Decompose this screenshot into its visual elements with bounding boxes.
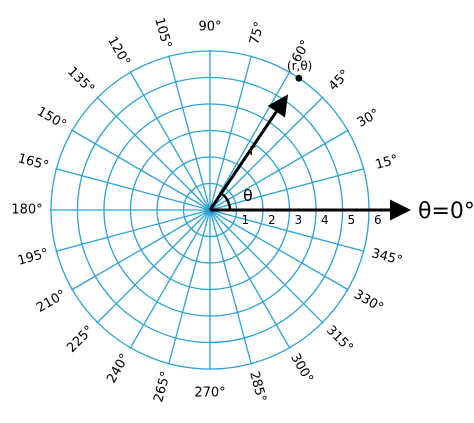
- angle-label: 345°: [370, 246, 404, 269]
- grid-spoke: [71, 129, 211, 211]
- angle-label: 180°: [11, 203, 42, 218]
- grid-spoke: [55, 209, 211, 253]
- angle-label: 15°: [374, 152, 400, 172]
- grid-spoke: [209, 209, 324, 324]
- grid-spoke: [96, 209, 211, 324]
- axes: [208, 74, 411, 221]
- angle-label: 105°: [151, 16, 174, 50]
- angle-label: 270°: [194, 386, 225, 401]
- ring-value-label: 4: [321, 213, 329, 227]
- ring-value-label: 3: [295, 213, 303, 227]
- angle-label: 135°: [64, 64, 97, 97]
- angle-label: 315°: [323, 323, 356, 356]
- grid-spoke: [209, 209, 365, 253]
- angle-label: 265°: [151, 370, 174, 404]
- angle-label: 120°: [104, 34, 133, 69]
- ring-value-label: 5: [348, 213, 356, 227]
- axis-label: θ=0°: [418, 199, 474, 224]
- ring-value-label: 1: [242, 213, 250, 227]
- angle-label: 195°: [16, 246, 50, 269]
- grid-spoke: [209, 167, 365, 211]
- radius-vector-arrow: [208, 94, 289, 211]
- grid-spoke: [96, 96, 211, 211]
- grid-spoke: [129, 71, 211, 211]
- grid-spoke: [209, 55, 253, 211]
- angle-label: 75°: [247, 20, 267, 46]
- angle-label: 90°: [198, 20, 221, 35]
- angle-arc: [220, 192, 232, 211]
- angle-label: 30°: [355, 106, 382, 131]
- ring-value-label: 2: [268, 213, 276, 227]
- radius-label: r: [249, 140, 256, 159]
- angle-label: 210°: [34, 287, 69, 316]
- grid-spoke: [55, 167, 211, 211]
- grid-spoke: [129, 209, 211, 349]
- grid-spoke: [71, 209, 211, 291]
- point-marker: [295, 74, 303, 82]
- angle-label: 150°: [34, 104, 69, 133]
- angle-label: 285°: [246, 370, 269, 404]
- angle-label: 330°: [351, 287, 386, 316]
- grid-spoke: [209, 209, 291, 349]
- angle-label: 225°: [64, 323, 97, 356]
- point-label: (r,θ): [287, 59, 312, 73]
- grid-spoke: [209, 129, 349, 211]
- grid-spoke: [209, 209, 253, 365]
- grid-spoke: [167, 55, 211, 211]
- theta-label: θ: [243, 186, 253, 205]
- grid-spoke: [209, 209, 349, 291]
- grid-spoke: [209, 96, 324, 211]
- angle-label: 45°: [326, 67, 353, 94]
- angle-label: 300°: [287, 351, 316, 386]
- angle-label: 165°: [16, 151, 50, 174]
- polar-grid: [50, 50, 370, 370]
- angle-label: 240°: [104, 351, 133, 386]
- grid-spoke: [167, 209, 211, 365]
- ring-labels: 1 2 3 4 5 6: [242, 213, 382, 227]
- ring-value-label: 6: [374, 213, 382, 227]
